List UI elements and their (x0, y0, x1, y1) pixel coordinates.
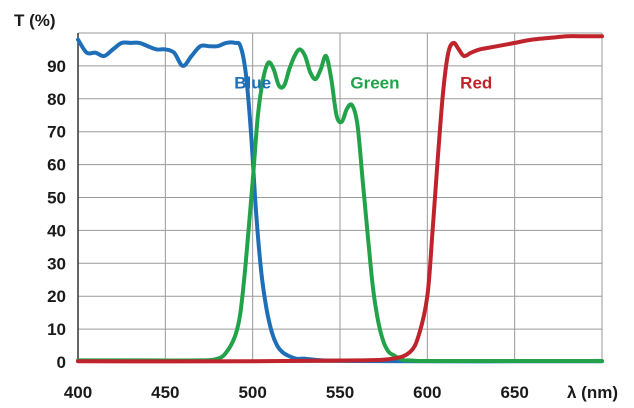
series-labels: Blue Green Red (234, 73, 492, 92)
y-tick-labels: 0 10 20 30 40 50 60 70 80 90 (47, 57, 66, 372)
x-tick-label: 650 (500, 383, 528, 402)
x-tick-label: 600 (413, 383, 441, 402)
red-series-line (76, 34, 604, 364)
blue-series-label: Blue (234, 73, 271, 92)
y-tick-label: 60 (47, 156, 66, 175)
y-tick-label: 10 (47, 320, 66, 339)
x-axis-title: λ (nm) (567, 383, 618, 402)
y-tick-label: 40 (47, 221, 66, 240)
x-tick-label: 500 (238, 383, 266, 402)
x-tick-label: 550 (326, 383, 354, 402)
x-tick-label: 450 (151, 383, 179, 402)
green-series-label: Green (350, 73, 399, 92)
grid (78, 32, 603, 362)
y-tick-label: 90 (47, 57, 66, 76)
y-axis-title: T (%) (14, 11, 56, 30)
green-series-line (76, 47, 604, 364)
x-tick-labels: 400 450 500 550 600 650 (64, 383, 529, 402)
red-series-label: Red (460, 73, 492, 92)
blue-series-line (76, 37, 604, 364)
x-tick-label: 400 (64, 383, 92, 402)
y-tick-label: 50 (47, 189, 66, 208)
series-curves (76, 34, 604, 364)
y-tick-label: 20 (47, 287, 66, 306)
y-tick-label: 0 (57, 353, 66, 372)
y-tick-label: 30 (47, 254, 66, 273)
y-tick-label: 70 (47, 123, 66, 142)
y-tick-label: 80 (47, 90, 66, 109)
